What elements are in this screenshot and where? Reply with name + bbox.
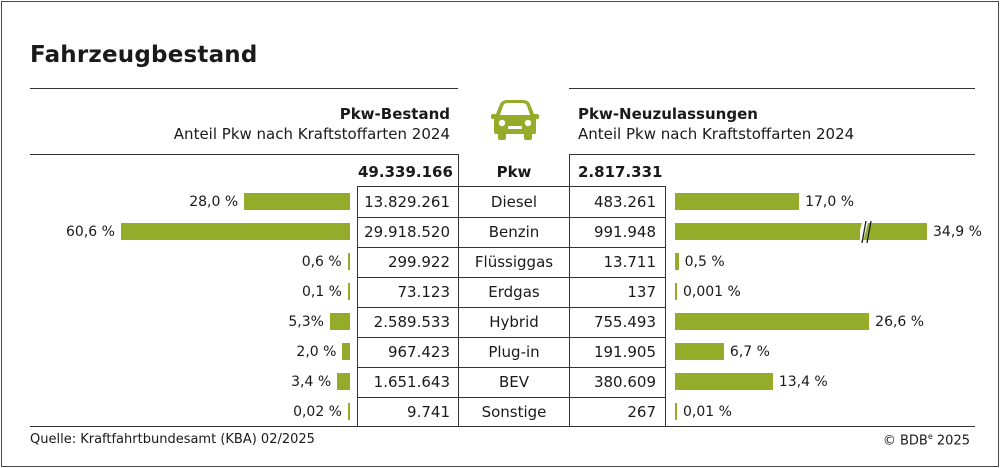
neuzulassungen-bar — [675, 403, 677, 420]
top-rule-left — [30, 88, 458, 89]
bestand-percent-label: 0,1 % — [301, 284, 342, 300]
neuzulassungen-bar — [675, 283, 677, 300]
neuzulassungen-percent-label: 17,0 % — [805, 194, 855, 210]
category-label: Sonstige — [481, 403, 547, 421]
copyright-sup: e — [927, 432, 933, 441]
neuzulassungen-bar — [675, 223, 927, 240]
neuzulassungen-count: 137 — [627, 283, 656, 301]
row-divider — [357, 367, 666, 368]
neuzulassungen-percent-label: 26,6 % — [875, 314, 925, 330]
bestand-count: 2.589.533 — [373, 313, 450, 331]
neuzulassungen-percent-label: 0,01 % — [683, 404, 732, 420]
bestand-count: 73.123 — [397, 283, 451, 301]
header-rule-left — [30, 154, 458, 155]
total-label: Pkw — [496, 163, 532, 181]
neuzulassungen-percent-label: 34,9 % — [933, 224, 982, 240]
category-label: Flüssiggas — [474, 253, 554, 271]
bestand-count: 9.741 — [407, 403, 450, 421]
row-divider — [357, 337, 666, 338]
category-label: Benzin — [488, 223, 540, 241]
copyright-year: 2025 — [932, 433, 970, 449]
top-rule-right — [569, 88, 975, 89]
bestand-percent-label: 28,0 % — [189, 194, 239, 210]
neuzulassungen-count: 267 — [627, 403, 656, 421]
neuzulassungen-bar — [675, 253, 679, 270]
right-header: Pkw-Neuzulassungen Anteil Pkw nach Kraft… — [578, 104, 958, 144]
bestand-count: 967.423 — [387, 343, 450, 361]
neuzulassungen-count: 380.609 — [593, 373, 656, 391]
neuzulassungen-count: 13.711 — [603, 253, 657, 271]
neuzulassungen-count: 191.905 — [593, 343, 656, 361]
header-rule-right — [569, 154, 975, 155]
divider-neu-right — [665, 186, 666, 426]
bestand-bar — [244, 193, 350, 210]
left-header-subtitle: Anteil Pkw nach Kraftstoffarten 2024 — [173, 125, 450, 143]
row-divider — [357, 307, 666, 308]
row-divider — [357, 247, 666, 248]
neuzulassungen-bar — [675, 193, 800, 210]
total-rule — [357, 186, 666, 187]
left-header-title: Pkw-Bestand — [339, 105, 450, 123]
neuzulassungen-percent-label: 0,5 % — [684, 254, 725, 270]
left-header: Pkw-Bestand Anteil Pkw nach Kraftstoffar… — [120, 104, 450, 144]
bestand-bar — [120, 223, 350, 240]
source-note: Quelle: Kraftfahrtbundesamt (KBA) 02/202… — [30, 432, 315, 447]
axis-break-mark — [856, 219, 872, 245]
divider-neu-left — [569, 154, 570, 426]
bestand-bar — [348, 403, 350, 420]
category-label: Hybrid — [489, 313, 539, 331]
bestand-percent-label: 0,02 % — [293, 404, 342, 420]
bestand-percent-label: 5,3% — [288, 314, 324, 330]
bestand-percent-label: 2,0 % — [296, 344, 337, 360]
bestand-bar — [329, 313, 350, 330]
bestand-count: 13.829.261 — [364, 193, 450, 211]
neuzulassungen-bar — [675, 373, 773, 390]
bestand-count: 299.922 — [387, 253, 450, 271]
neuzulassungen-bar — [675, 313, 870, 330]
bottom-rule — [30, 426, 975, 427]
bestand-percent-label: 60,6 % — [66, 224, 115, 240]
right-header-subtitle: Anteil Pkw nach Kraftstoffarten 2024 — [578, 125, 855, 143]
neuzulassungen-percent-label: 0,001 % — [683, 284, 741, 300]
neuzulassungen-percent-label: 13,4 % — [778, 374, 828, 390]
copyright-text: © BDB — [882, 433, 928, 449]
category-label: Diesel — [490, 193, 538, 211]
bestand-percent-label: 0,6 % — [301, 254, 342, 270]
total-neuzulassungen: 2.817.331 — [578, 163, 663, 181]
copyright: © BDBe 2025 — [883, 432, 970, 448]
bestand-bar — [337, 373, 350, 390]
bestand-bar — [342, 343, 350, 360]
total-bestand: 49.339.166 — [358, 163, 453, 181]
bestand-count: 29.918.520 — [364, 223, 450, 241]
bestand-count: 1.651.643 — [373, 373, 450, 391]
right-header-title: Pkw-Neuzulassungen — [578, 105, 758, 123]
category-label: Plug-in — [488, 343, 540, 361]
neuzulassungen-count: 755.493 — [593, 313, 656, 331]
row-divider — [357, 397, 666, 398]
neuzulassungen-count: 991.948 — [593, 223, 656, 241]
divider-bestand-left — [357, 186, 358, 426]
car-icon — [491, 100, 539, 140]
category-label: BEV — [498, 373, 530, 391]
divider-bestand-right — [458, 154, 459, 426]
bestand-bar — [347, 253, 350, 270]
row-divider — [357, 217, 666, 218]
neuzulassungen-percent-label: 6,7 % — [729, 344, 770, 360]
category-label: Erdgas — [488, 283, 540, 301]
neuzulassungen-bar — [675, 343, 724, 360]
page-title: Fahrzeugbestand — [30, 42, 258, 68]
bestand-bar — [348, 283, 350, 300]
row-divider — [357, 277, 666, 278]
neuzulassungen-count: 483.261 — [593, 193, 656, 211]
bestand-percent-label: 3,4 % — [291, 374, 332, 390]
